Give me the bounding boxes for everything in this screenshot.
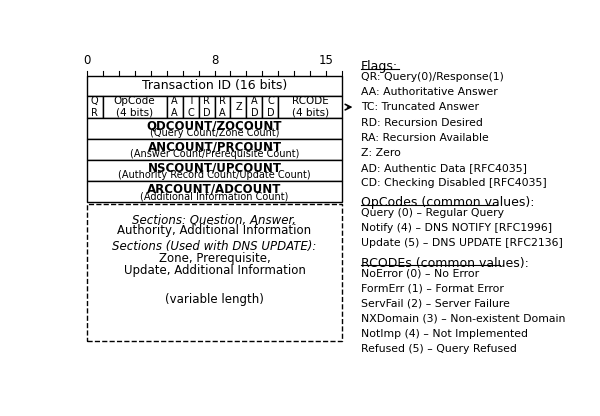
Text: ServFail (2) – Server Failure: ServFail (2) – Server Failure xyxy=(361,299,510,309)
Text: Sections: Question, Answer,: Sections: Question, Answer, xyxy=(133,213,296,226)
Text: (Additional Information Count): (Additional Information Count) xyxy=(140,191,289,201)
Text: RCODEs (common values):: RCODEs (common values): xyxy=(361,257,529,270)
Text: NotImp (4) – Not Implemented: NotImp (4) – Not Implemented xyxy=(361,329,528,339)
Text: 15: 15 xyxy=(319,54,334,67)
Text: ANCOUNT/PRCOUNT: ANCOUNT/PRCOUNT xyxy=(148,140,281,153)
Text: RD: Recursion Desired: RD: Recursion Desired xyxy=(361,117,483,128)
Text: Authority, Additional Information: Authority, Additional Information xyxy=(118,224,311,238)
FancyBboxPatch shape xyxy=(199,97,215,118)
Text: QR: Query(0)/Response(1): QR: Query(0)/Response(1) xyxy=(361,72,504,82)
FancyBboxPatch shape xyxy=(215,97,230,118)
Text: R
D: R D xyxy=(203,96,211,118)
Text: C
D: C D xyxy=(266,96,274,118)
FancyBboxPatch shape xyxy=(86,181,343,202)
Text: Transaction ID (16 bits): Transaction ID (16 bits) xyxy=(142,79,287,92)
FancyBboxPatch shape xyxy=(230,97,247,118)
Text: ARCOUNT/ADCOUNT: ARCOUNT/ADCOUNT xyxy=(148,183,281,196)
Text: TC: Truncated Answer: TC: Truncated Answer xyxy=(361,102,479,112)
Text: (Authority Record Count/Update Count): (Authority Record Count/Update Count) xyxy=(118,170,311,180)
Text: (variable length): (variable length) xyxy=(165,293,264,306)
Text: RA: Recursion Available: RA: Recursion Available xyxy=(361,133,489,143)
FancyBboxPatch shape xyxy=(103,97,167,118)
Text: Zone, Prerequisite,: Zone, Prerequisite, xyxy=(158,252,271,265)
FancyBboxPatch shape xyxy=(86,118,343,139)
Text: Update (5) – DNS UPDATE [RFC2136]: Update (5) – DNS UPDATE [RFC2136] xyxy=(361,238,563,248)
Text: AD: Authentic Data [RFC4035]: AD: Authentic Data [RFC4035] xyxy=(361,163,527,173)
Text: CD: Checking Disabled [RFC4035]: CD: Checking Disabled [RFC4035] xyxy=(361,178,547,188)
Text: NSCOUNT/UPCOUNT: NSCOUNT/UPCOUNT xyxy=(148,161,281,174)
Text: A
A: A A xyxy=(171,96,178,118)
FancyBboxPatch shape xyxy=(247,97,262,118)
Text: NXDomain (3) – Non-existent Domain: NXDomain (3) – Non-existent Domain xyxy=(361,314,565,324)
Text: Query (0) – Regular Query: Query (0) – Regular Query xyxy=(361,208,504,218)
FancyBboxPatch shape xyxy=(86,76,343,97)
Text: Flags:: Flags: xyxy=(361,60,398,73)
FancyBboxPatch shape xyxy=(86,139,343,160)
Text: Sections (Used with DNS UPDATE):: Sections (Used with DNS UPDATE): xyxy=(112,240,317,253)
Text: Refused (5) – Query Refused: Refused (5) – Query Refused xyxy=(361,344,517,354)
Text: QDCOUNT/ZOCOUNT: QDCOUNT/ZOCOUNT xyxy=(147,119,282,132)
Text: NoError (0) – No Error: NoError (0) – No Error xyxy=(361,269,479,279)
FancyBboxPatch shape xyxy=(278,97,343,118)
Text: Update, Additional Information: Update, Additional Information xyxy=(124,264,305,277)
Text: R
A: R A xyxy=(219,96,226,118)
FancyBboxPatch shape xyxy=(86,97,103,118)
Text: (Answer Count/Prerequisite Count): (Answer Count/Prerequisite Count) xyxy=(130,149,299,159)
Text: RCODE
(4 bits): RCODE (4 bits) xyxy=(292,96,329,118)
Text: 8: 8 xyxy=(211,54,218,67)
Text: A
D: A D xyxy=(251,96,258,118)
Text: OpCodes (common values):: OpCodes (common values): xyxy=(361,196,535,209)
Text: 0: 0 xyxy=(83,54,91,67)
Text: Q
R: Q R xyxy=(91,96,98,118)
Text: AA: Authoritative Answer: AA: Authoritative Answer xyxy=(361,87,498,97)
Text: Notify (4) – DNS NOTIFY [RFC1996]: Notify (4) – DNS NOTIFY [RFC1996] xyxy=(361,223,552,233)
FancyBboxPatch shape xyxy=(167,97,182,118)
Text: (Query Count/Zone Count): (Query Count/Zone Count) xyxy=(150,128,279,138)
FancyBboxPatch shape xyxy=(182,97,199,118)
Text: Z: Zero: Z: Zero xyxy=(361,148,401,158)
Text: OpCode
(4 bits): OpCode (4 bits) xyxy=(114,96,155,118)
FancyBboxPatch shape xyxy=(86,160,343,181)
FancyBboxPatch shape xyxy=(86,204,343,342)
FancyBboxPatch shape xyxy=(262,97,278,118)
Text: FormErr (1) – Format Error: FormErr (1) – Format Error xyxy=(361,284,504,294)
Text: T
C: T C xyxy=(187,96,194,118)
Text: Z: Z xyxy=(235,102,242,112)
